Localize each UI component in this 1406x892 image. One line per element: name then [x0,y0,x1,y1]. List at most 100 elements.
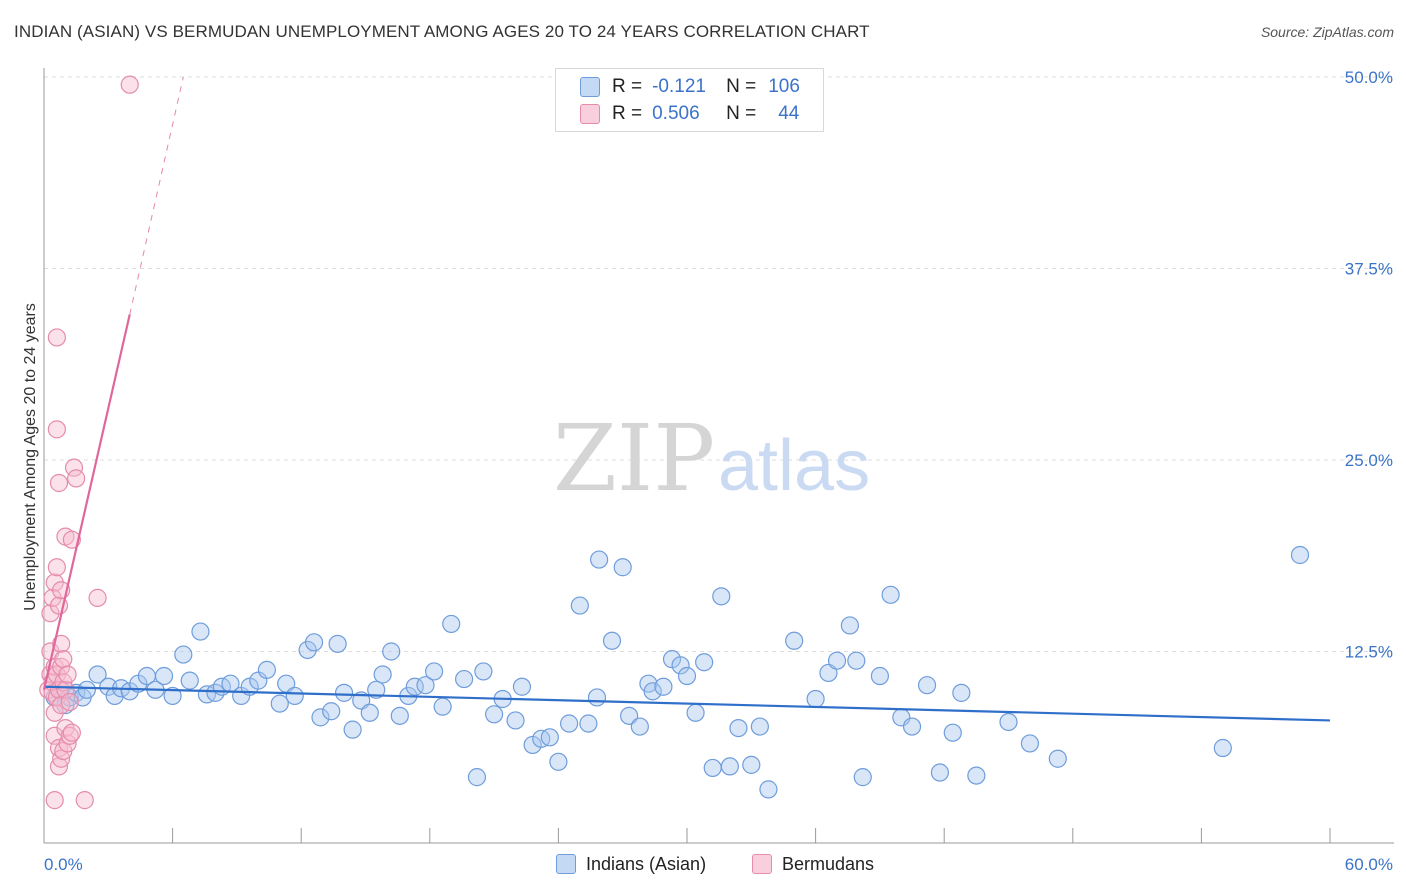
indian-point [180,671,199,690]
legend-n-value-bermudans: 44 [778,103,800,124]
indian-point [590,550,609,569]
indian-point [870,666,890,686]
axes [43,68,1394,844]
bermudan-point [47,328,66,347]
x-tick-label-max: 60.0% [1345,855,1393,874]
trend-lines [42,76,1331,722]
indian-point [881,585,900,604]
indian-point [467,768,487,787]
bottom-legend-indians: Indians (Asian) [556,852,706,876]
source-label: Source: ZipAtlas.com [1260,24,1394,40]
indian-point [1020,734,1040,753]
indian-point [943,723,962,742]
indian-point [759,780,778,799]
bermudan-point [45,791,64,810]
bottom-legend-swatch-bermudans [752,854,772,874]
gridlines [44,76,1394,652]
indian-points [45,545,1310,799]
chart-title: INDIAN (ASIAN) VS BERMUDAN UNEMPLOYMENT … [14,22,870,41]
indian-point [840,616,859,635]
watermark: ZIP atlas [553,405,870,512]
bermudan-point [60,692,79,712]
indian-point [587,688,607,707]
indian-point [390,706,409,725]
indian-point [163,686,182,706]
indian-point [917,676,937,695]
indian-point [630,717,649,736]
indian-point [902,717,922,736]
indian-point [257,660,277,679]
indian-point [847,651,866,670]
legend-row-bermudans: R = 0.506 N = 44 [580,101,799,127]
indian-point [750,717,769,736]
indian-point [827,651,847,670]
bottom-legend-label-indians: Indians (Asian) [586,853,707,874]
indian-point [654,677,673,696]
indian-point [485,705,504,724]
correlation-legend: R = -0.121 N = 106 R = 0.506 N = 44 [555,68,824,132]
legend-n-label: N = [726,76,757,97]
indian-point [304,633,324,652]
y-tick-label: 25.0% [1345,451,1393,470]
indian-point [1290,545,1310,565]
x-tick-label-min: 0.0% [44,855,83,874]
bottom-legend-label-bermudans: Bermudans [782,853,875,874]
indian-point [191,622,210,641]
indian-point [1213,738,1232,758]
indian-point [930,763,950,782]
indian-point [442,614,461,634]
indian-point [322,702,341,721]
indian-point [999,712,1018,732]
indian-point [720,757,739,776]
y-axis-label: Unemployment Among Ages 20 to 24 years [22,303,39,611]
indian-point [620,706,639,725]
bermudan-point [120,75,139,94]
indian-point [712,587,731,606]
indian-point [328,634,347,653]
indian-point [602,631,622,650]
legend-swatch-indians [580,77,600,97]
indian-point [671,656,690,675]
indian-point [695,653,714,672]
legend-r-label: R = [612,103,643,124]
legend-r-value-bermudans: 0.506 [652,103,700,124]
indian-point [433,697,452,716]
legend-n-label: N = [726,103,757,124]
indian-point [360,703,379,722]
indian-point [343,720,362,739]
bermudan-point [62,723,81,742]
tick-labels: 12.5% 25.0% 37.5% 50.0% 0.0% 60.0% [44,68,1393,874]
bermudan-trend-extension [129,76,184,315]
bermudan-point [75,791,94,810]
indian-point [88,665,107,684]
indian-point [570,596,589,615]
indian-point [1048,749,1067,768]
indian-point [285,686,304,706]
indian-point [154,666,174,686]
y-tick-label: 50.0% [1345,68,1393,87]
bermudan-point [47,558,66,577]
bermudan-trend-line [42,314,131,691]
bermudan-point [60,726,79,745]
watermark-atlas: atlas [718,426,870,506]
indian-point [686,703,705,722]
indian-point [729,718,748,738]
legend-swatch-bermudans [580,104,600,124]
indian-point [270,694,289,713]
indian-point [474,662,493,681]
indian-point [506,711,525,730]
indian-point [967,766,986,785]
bermudan-point [54,650,73,669]
indian-point [367,680,386,699]
indian-point [579,714,598,733]
indian-point [560,714,579,733]
indian-point [77,680,96,699]
indian-point [703,758,722,778]
bermudan-point [88,588,107,607]
indian-point [382,642,401,661]
legend-r-label: R = [612,76,643,97]
bermudan-points [39,75,139,810]
indian-point [952,683,971,702]
indian-point [742,755,761,774]
